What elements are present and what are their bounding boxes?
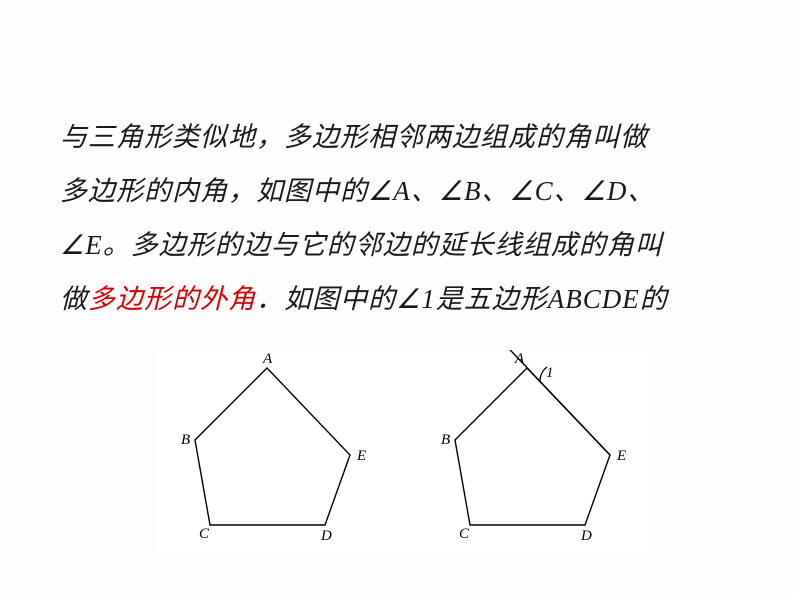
text-D: D、 bbox=[607, 176, 656, 206]
svg-text:A: A bbox=[262, 351, 273, 367]
text-block: 与三角形类似地，多边形相邻两边组成的角叫做 多边形的内角，如图中的∠A、∠B、∠… bbox=[60, 110, 740, 326]
text-line3a: E。多边形的边与它的邻边的延长线组成的角叫 bbox=[85, 230, 663, 260]
text-line4b: ．如图中的 bbox=[256, 284, 396, 314]
angle-sym: ∠ bbox=[439, 176, 464, 206]
text-line2a: 多边形的内角，如图中的 bbox=[60, 176, 368, 206]
svg-text:D: D bbox=[580, 528, 592, 544]
angle-sym: ∠ bbox=[60, 230, 85, 260]
svg-text:E: E bbox=[616, 448, 626, 464]
text-red: 多边形的外角 bbox=[88, 284, 256, 314]
text-B: B、 bbox=[464, 176, 510, 206]
text-C: C、 bbox=[535, 176, 582, 206]
paragraph: 与三角形类似地，多边形相邻两边组成的角叫做 多边形的内角，如图中的∠A、∠B、∠… bbox=[60, 110, 740, 326]
angle-sym: ∠ bbox=[368, 176, 393, 206]
svg-text:1: 1 bbox=[546, 365, 554, 381]
diagram-container: A B C D E A B C D E 1 bbox=[155, 350, 655, 555]
text-A: A、 bbox=[393, 176, 439, 206]
angle-sym: ∠ bbox=[509, 176, 534, 206]
svg-text:A: A bbox=[514, 351, 525, 367]
svg-text:E: E bbox=[356, 448, 366, 464]
angle-sym: ∠ bbox=[582, 176, 607, 206]
svg-text:C: C bbox=[459, 526, 470, 542]
text-line4a: 做 bbox=[60, 284, 88, 314]
svg-text:D: D bbox=[320, 528, 332, 544]
text-line1: 与三角形类似地，多边形相邻两边组成的角叫做 bbox=[60, 122, 648, 152]
pentagon-diagram: A B C D E A B C D E 1 bbox=[155, 350, 655, 555]
svg-text:B: B bbox=[441, 432, 450, 448]
svg-text:B: B bbox=[181, 432, 190, 448]
svg-text:C: C bbox=[199, 526, 210, 542]
text-line4c: 1是五边形ABCDE的 bbox=[421, 284, 668, 314]
angle-sym: ∠ bbox=[396, 284, 421, 314]
